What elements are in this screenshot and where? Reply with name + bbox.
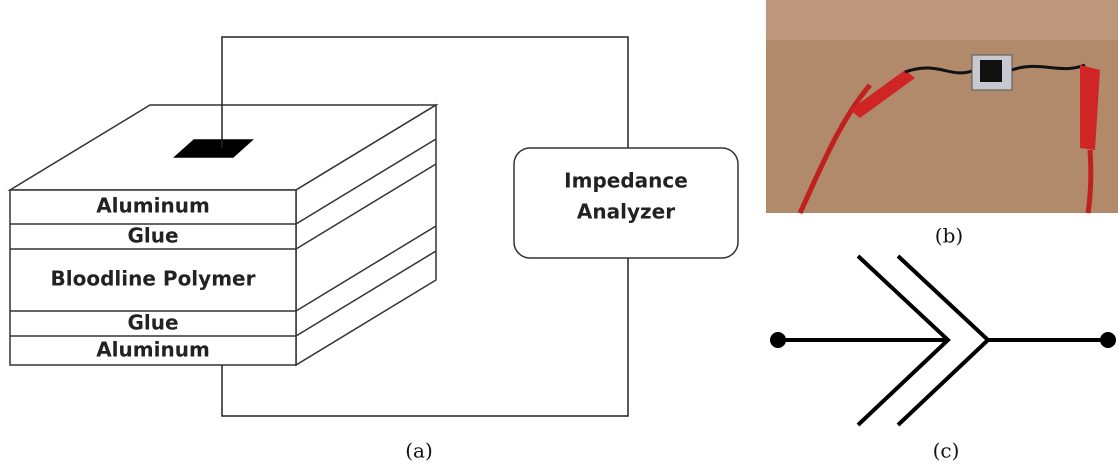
symbol <box>770 254 1116 427</box>
layer-label: Glue <box>127 311 178 335</box>
photo <box>766 0 1118 215</box>
analyzer-label: Analyzer <box>577 200 675 224</box>
layer-label: Aluminum <box>96 338 210 362</box>
caption: (a) <box>405 439 433 463</box>
caption: (c) <box>933 439 960 463</box>
layer-label: Bloodline Polymer <box>51 267 256 291</box>
stack <box>7 103 439 367</box>
wires <box>221 36 629 417</box>
electrode <box>173 139 254 158</box>
analyzer-box <box>513 147 739 259</box>
layer-label: Glue <box>127 224 178 248</box>
caption: (b) <box>935 224 963 248</box>
layer-label: Aluminum <box>96 194 210 218</box>
analyzer-label: Impedance <box>564 169 688 193</box>
